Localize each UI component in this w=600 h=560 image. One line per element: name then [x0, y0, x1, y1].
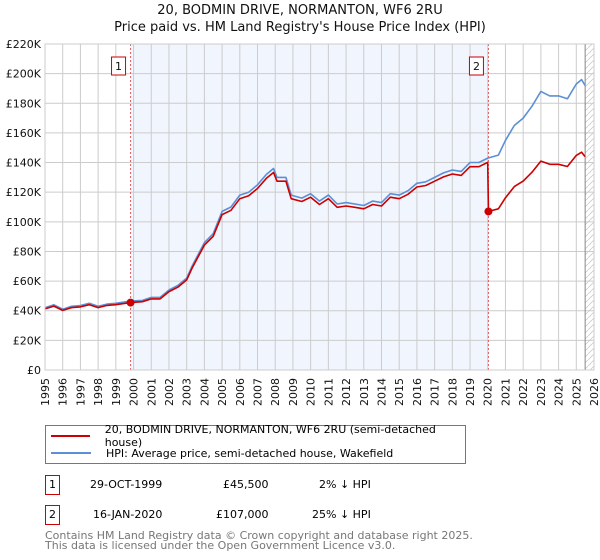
transaction-price: £107,000 [216, 508, 269, 521]
y-tick-label: £20K [13, 334, 42, 347]
x-tick-label: 2000 [128, 378, 141, 406]
x-tick-label: 2013 [358, 378, 371, 406]
chart-title: 20, BODMIN DRIVE, NORMANTON, WF6 2RU [157, 3, 443, 18]
y-tick-label: £120K [6, 186, 42, 199]
x-tick-label: 1998 [92, 378, 105, 406]
x-tick-label: 1995 [39, 378, 52, 406]
marker-badge: 1 [45, 475, 60, 495]
x-tick-label: 2014 [375, 378, 388, 406]
x-tick-label: 2017 [429, 378, 442, 406]
sale-badge-label: 2 [473, 60, 480, 73]
forecast-hatched-region [585, 44, 594, 370]
y-tick-label: £0 [27, 364, 41, 377]
sale-badge-label: 1 [115, 60, 122, 73]
x-tick-label: 2009 [287, 378, 300, 406]
y-tick-label: £180K [6, 97, 42, 110]
transaction-date: 16-JAN-2020 [93, 508, 163, 521]
chart-subtitle: Price paid vs. HM Land Registry's House … [114, 20, 486, 35]
y-tick-label: £140K [6, 157, 42, 170]
x-tick-label: 2007 [252, 378, 265, 406]
x-tick-label: 2025 [570, 378, 583, 406]
sale-point [484, 207, 493, 216]
y-tick-label: £200K [6, 68, 42, 81]
y-tick-label: £40K [13, 305, 42, 318]
marker-badge: 2 [45, 505, 60, 525]
legend-item-hpi: HPI: Average price, semi-detached house,… [46, 445, 393, 461]
y-tick-label: £160K [6, 127, 42, 140]
transaction-price: £45,500 [223, 478, 269, 491]
x-tick-label: 2002 [163, 378, 176, 406]
y-tick-label: £60K [13, 275, 42, 288]
plot-border [44, 43, 595, 371]
sale-badge-box [468, 56, 484, 76]
x-tick-label: 2022 [517, 378, 530, 406]
legend-label: HPI: Average price, semi-detached house,… [106, 446, 394, 460]
transaction-hpi-diff: 2% ↓ HPI [319, 478, 371, 491]
footer: Contains HM Land Registry data © Crown c… [45, 529, 473, 552]
hpi-line [44, 78, 586, 310]
price-paid-line [44, 151, 586, 312]
y-tick-label: £100K [6, 216, 42, 229]
legend-label: 20, BODMIN DRIVE, NORMANTON, WF6 2RU (se… [104, 423, 436, 449]
y-tick-label: £220K [6, 38, 42, 51]
x-tick-label: 2026 [588, 378, 600, 406]
shaded-ownership-period [130, 44, 489, 370]
x-tick-label: 1997 [74, 378, 87, 406]
footer-line-2: This data is licensed under the Open Gov… [45, 539, 396, 552]
x-tick-label: 1996 [57, 378, 70, 406]
sale-badge-box [111, 56, 127, 76]
x-tick-label: 1999 [110, 378, 123, 406]
x-tick-label: 2018 [446, 378, 459, 406]
x-tick-label: 2015 [393, 378, 406, 406]
x-tick-label: 2020 [482, 378, 495, 406]
x-tick-label: 2024 [553, 378, 566, 406]
x-tick-label: 2010 [305, 378, 318, 406]
footer-line-1: Contains HM Land Registry data © Crown c… [45, 529, 473, 542]
x-tick-label: 2008 [269, 378, 282, 406]
transaction-row: 2 16-JAN-2020 £107,000 25% ↓ HPI [45, 505, 465, 525]
y-tick-label: £80K [13, 245, 42, 258]
transaction-row: 1 29-OCT-1999 £45,500 2% ↓ HPI [45, 475, 465, 495]
x-tick-label: 2003 [181, 378, 194, 406]
x-tick-label: 2019 [464, 378, 477, 406]
legend-swatch-blue [51, 452, 91, 454]
x-tick-label: 2006 [234, 378, 247, 406]
plot-area: 1995 1996 1997 1998 1999 2000 2001 2002 2003 2004… [6, 38, 600, 406]
legend: 20, BODMIN DRIVE, NORMANTON, WF6 2RU (se… [45, 423, 466, 464]
transaction-date: 29-OCT-1999 [90, 478, 163, 491]
x-tick-label: 2021 [499, 378, 512, 406]
sale-point [126, 298, 135, 307]
x-tick-label: 2004 [198, 378, 211, 406]
x-tick-label: 2005 [216, 378, 229, 406]
x-tick-label: 2016 [411, 378, 424, 406]
x-tick-label: 2001 [145, 378, 158, 406]
x-tick-label: 2023 [535, 378, 548, 406]
legend-item-price-paid: 20, BODMIN DRIVE, NORMANTON, WF6 2RU (se… [46, 423, 465, 449]
legend-swatch-red [51, 435, 90, 437]
transaction-hpi-diff: 25% ↓ HPI [312, 508, 371, 521]
x-tick-label: 2011 [322, 378, 335, 406]
x-tick-label: 2012 [340, 378, 353, 406]
